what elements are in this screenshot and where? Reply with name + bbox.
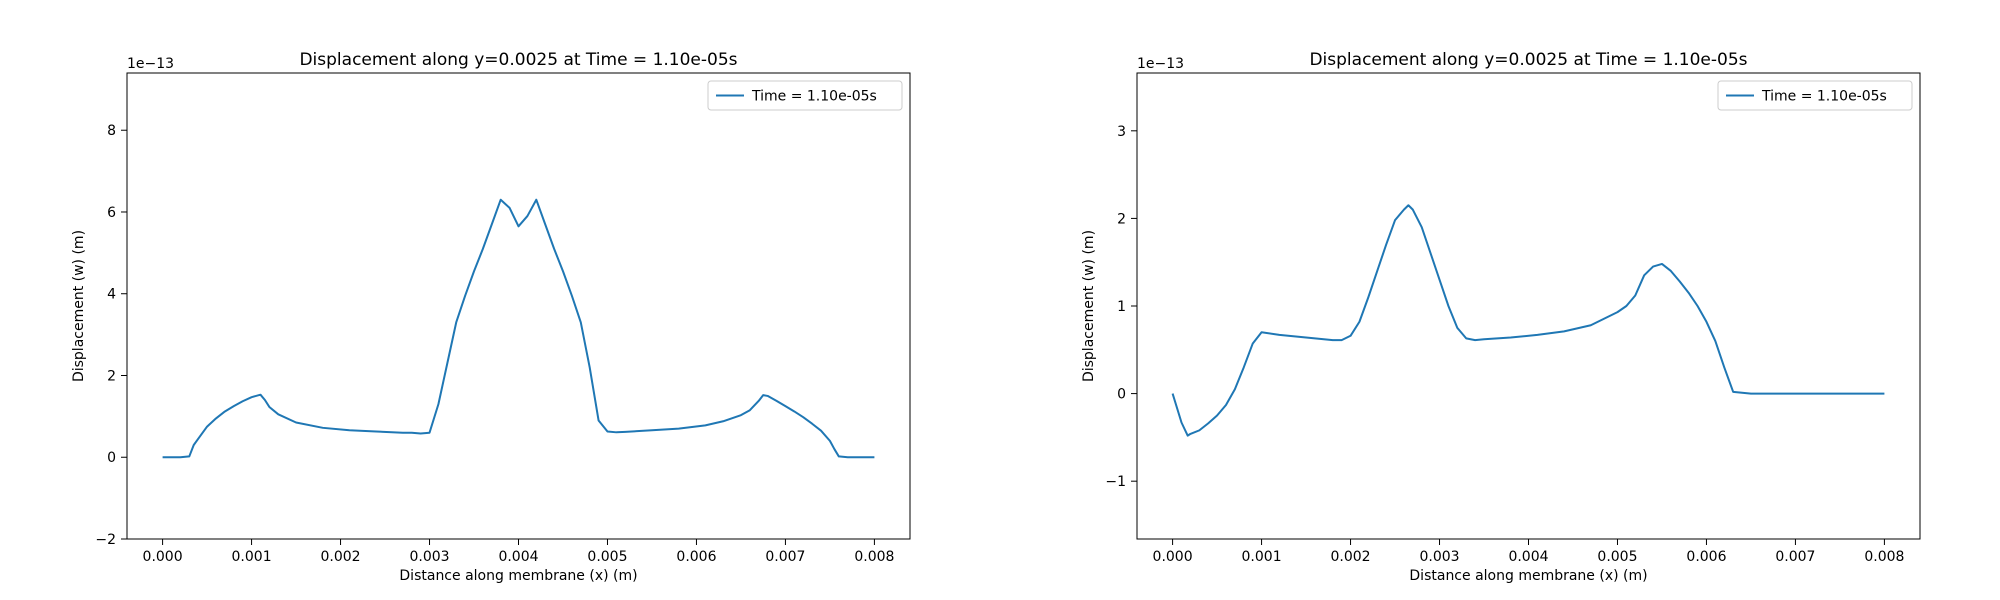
- right-chart-y-tick-label: 2: [1117, 211, 1126, 227]
- left-chart-x-tick-label: 0.008: [854, 549, 894, 565]
- right-chart-x-axis-label: Distance along membrane (x) (m): [1409, 568, 1647, 584]
- right-chart-series-line: [1171, 204, 1885, 437]
- left-chart-x-tick-label: 0.001: [232, 549, 272, 565]
- left-chart-y-axis-label: Displacement (w) (m): [71, 230, 87, 382]
- right-chart-x-tick-label: 0.004: [1508, 549, 1548, 565]
- right-chart-legend-box: [1717, 80, 1913, 111]
- right-chart-y-ticks: −1 0 1 2 3: [1105, 124, 1137, 490]
- left-chart-x-tick-label: 0.005: [587, 549, 627, 565]
- left-chart-x-ticks: 0.000 0.001 0.002 0.003 0.004 0.005 0.006 0.007…: [143, 539, 894, 565]
- right-chart-y-tick-label: 1: [1117, 299, 1126, 315]
- left-chart-legend-box: [707, 80, 903, 111]
- left-chart-y-tick-label: 4: [107, 287, 116, 303]
- left-chart-x-tick-label: 0.003: [409, 549, 449, 565]
- left-chart-y-tick-label: 2: [107, 368, 116, 384]
- right-chart-x-tick-label: 0.001: [1242, 549, 1282, 565]
- right-chart-title: Displacement along y=0.0025 at Time = 1.…: [1309, 50, 1747, 70]
- right-chart: Displacement along y=0.0025 at Time = 1.…: [1081, 50, 1921, 584]
- right-chart-x-tick-label: 0.003: [1419, 549, 1459, 565]
- right-chart-y-tick-label: 3: [1117, 124, 1126, 140]
- left-chart-x-tick-label: 0.007: [765, 549, 805, 565]
- right-chart-x-tick-label: 0.002: [1330, 549, 1370, 565]
- left-chart-x-tick-label: 0.004: [498, 549, 538, 565]
- left-chart: Displacement along y=0.0025 at Time = 1.…: [71, 50, 911, 584]
- left-chart-y-tick-label: −2: [95, 532, 116, 548]
- right-chart-x-ticks: 0.000 0.001 0.002 0.003 0.004 0.005 0.006 0.007…: [1153, 539, 1904, 565]
- left-chart-x-tick-label: 0.002: [320, 549, 360, 565]
- left-chart-y-ticks: −2 0 2 4 6 8: [95, 123, 127, 548]
- left-chart-plot-frame: [126, 72, 911, 540]
- right-chart-y-axis-label: Displacement (w) (m): [1081, 230, 1097, 382]
- left-chart-y-tick-label: 6: [107, 205, 116, 221]
- left-chart-y-tick-label: 8: [107, 123, 116, 139]
- right-chart-x-tick-label: 0.008: [1864, 549, 1904, 565]
- left-chart-title: Displacement along y=0.0025 at Time = 1.…: [299, 50, 737, 70]
- right-chart-x-tick-label: 0.000: [1153, 549, 1193, 565]
- right-chart-legend: Time = 1.10e-05s: [1717, 80, 1913, 111]
- right-chart-x-tick-label: 0.006: [1686, 549, 1726, 565]
- right-chart-y-tick-label: −1: [1105, 474, 1126, 490]
- right-chart-y-tick-label: 0: [1117, 387, 1126, 403]
- right-chart-x-tick-label: 0.007: [1775, 549, 1815, 565]
- left-chart-series-line: [162, 198, 875, 459]
- right-chart-plot-frame: [1136, 72, 1921, 540]
- right-chart-x-tick-label: 0.005: [1597, 549, 1637, 565]
- left-chart-x-tick-label: 0.000: [143, 549, 183, 565]
- right-chart-legend-label: Time = 1.10e-05s: [1761, 89, 1887, 105]
- left-chart-x-tick-label: 0.006: [676, 549, 716, 565]
- left-chart-y-scale-label: 1e−13: [127, 56, 174, 72]
- left-chart-x-axis-label: Distance along membrane (x) (m): [399, 568, 637, 584]
- left-chart-legend-label: Time = 1.10e-05s: [751, 89, 877, 105]
- left-chart-y-tick-label: 0: [107, 450, 116, 466]
- left-chart-legend: Time = 1.10e-05s: [707, 80, 903, 111]
- right-chart-y-scale-label: 1e−13: [1137, 56, 1184, 72]
